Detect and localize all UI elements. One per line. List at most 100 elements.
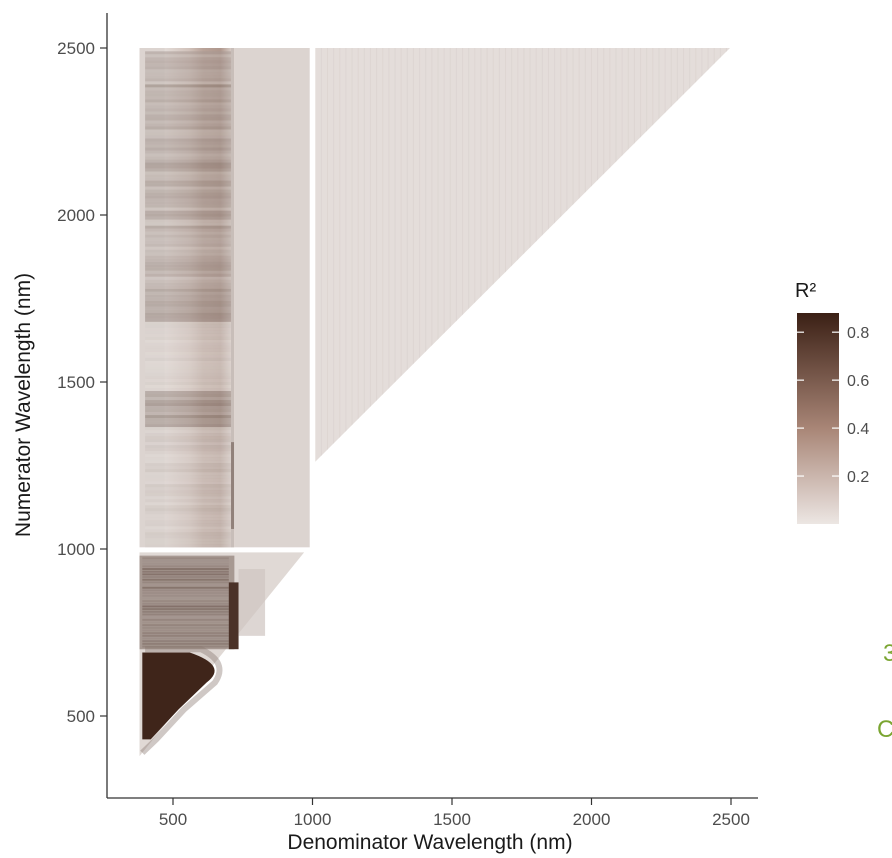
legend-tick-label: 0.8 [847, 325, 869, 342]
heat-cell-column [609, 48, 611, 465]
heat-cell-row [145, 345, 232, 349]
heat-cell-block [238, 569, 266, 636]
heat-cell-column [621, 48, 623, 465]
y-tick-label: 2000 [57, 206, 95, 225]
heat-cell-row [145, 294, 232, 298]
heat-cell-row [145, 99, 232, 103]
heat-cell-row [145, 363, 232, 367]
heat-cell-row [145, 141, 232, 145]
heat-cell-row [142, 589, 229, 592]
heat-cell-row [145, 126, 232, 130]
legend-tick-label: 0.2 [847, 469, 869, 486]
heat-cell-row [145, 159, 232, 163]
heat-cell-row [142, 642, 229, 645]
heat-cell-column [615, 48, 617, 465]
heat-cell-row [142, 576, 229, 579]
heat-cell-row [145, 72, 232, 76]
heat-cell-row [145, 388, 232, 392]
heat-cell-row [145, 382, 232, 385]
heat-cell-column [646, 48, 648, 465]
heat-cell-column [412, 48, 414, 465]
heat-cell-row [145, 195, 232, 199]
heat-cell-column [566, 48, 568, 465]
heat-cell-row [145, 249, 232, 253]
heat-cell-row [145, 312, 232, 316]
heat-cell-row [145, 144, 232, 148]
x-tick-label: 1000 [294, 810, 332, 829]
heat-cell-row [145, 54, 232, 58]
heat-cell-column [437, 48, 439, 465]
heat-cell-column [369, 48, 371, 465]
heat-cell-column [627, 48, 629, 465]
heat-cell-row [145, 63, 232, 67]
heat-cell-row [145, 162, 232, 166]
heat-cell-row [142, 634, 229, 637]
heat-cell-row [145, 156, 232, 160]
heat-cell-column [664, 48, 666, 465]
heat-cell-row [145, 228, 232, 232]
heat-cell-row [145, 433, 232, 437]
heat-cell-column [345, 48, 347, 465]
heat-cell-row [142, 618, 229, 621]
heat-cell-row [145, 412, 232, 416]
y-axis-ticks: 500 1000 1500 2000 2500 [57, 39, 107, 726]
heat-cell-row [145, 357, 232, 361]
heat-cell-row [142, 621, 229, 624]
heat-cell-column [480, 48, 482, 465]
heat-cell-row [145, 445, 232, 449]
heat-cell-row [145, 279, 232, 283]
heat-cell-row [145, 120, 232, 124]
heat-cell-row [145, 372, 232, 376]
heat-cell-row [145, 180, 232, 184]
heat-cell-row [145, 366, 232, 370]
heat-cell-row [145, 493, 232, 497]
heat-cell-row [145, 406, 232, 410]
heat-cell-row [145, 255, 232, 259]
heat-cell-column [419, 48, 421, 465]
heat-cell-row [145, 123, 232, 127]
heat-cell-row [145, 258, 232, 262]
heat-cell-row [145, 466, 232, 470]
heat-cell-row [145, 291, 232, 295]
heat-cell-row [145, 451, 232, 455]
heat-cell-column [584, 48, 586, 465]
legend-ticks: 0.8 0.6 0.4 0.2 [797, 325, 869, 486]
legend-title: R² [795, 280, 816, 302]
heat-cell-column [725, 48, 727, 465]
heat-cell-row [142, 557, 229, 560]
heat-cell-column [683, 48, 685, 465]
heat-cell-row [145, 297, 232, 301]
heat-cell-column [406, 48, 408, 465]
heat-cell-row [142, 570, 229, 573]
heat-cell-row [145, 69, 232, 73]
heat-cell-row [145, 150, 232, 154]
heat-cell-row [145, 418, 232, 422]
heat-cell-row [145, 354, 232, 358]
heat-cell-row [142, 616, 229, 619]
heat-cell-column [658, 48, 660, 465]
heat-cell-row [145, 186, 232, 190]
legend-tick-label: 0.6 [847, 373, 869, 390]
heat-cell-row [142, 624, 229, 627]
heat-cell-column [431, 48, 433, 465]
heat-cell-row [142, 629, 229, 632]
heat-cell-row [145, 439, 232, 443]
heat-cell-row [145, 300, 232, 304]
heat-cell-block [142, 652, 215, 740]
heat-cell-row [145, 336, 232, 340]
heat-cell-row [142, 565, 229, 568]
heat-cell-row [145, 454, 232, 458]
heat-cell-column [590, 48, 592, 465]
heat-cell-row [145, 108, 232, 112]
heat-cell-row [145, 385, 232, 389]
heat-cell-row [145, 475, 232, 479]
heat-cell-row [145, 138, 232, 142]
heat-cell-row [145, 496, 232, 500]
heat-cell-row [145, 264, 232, 268]
heat-cell-row [145, 306, 232, 310]
heat-cell-column [462, 48, 464, 465]
heat-cell-row [145, 400, 232, 404]
heat-cell-row [145, 409, 232, 413]
heat-cell-column [603, 48, 605, 465]
heat-cell-column [517, 48, 519, 465]
